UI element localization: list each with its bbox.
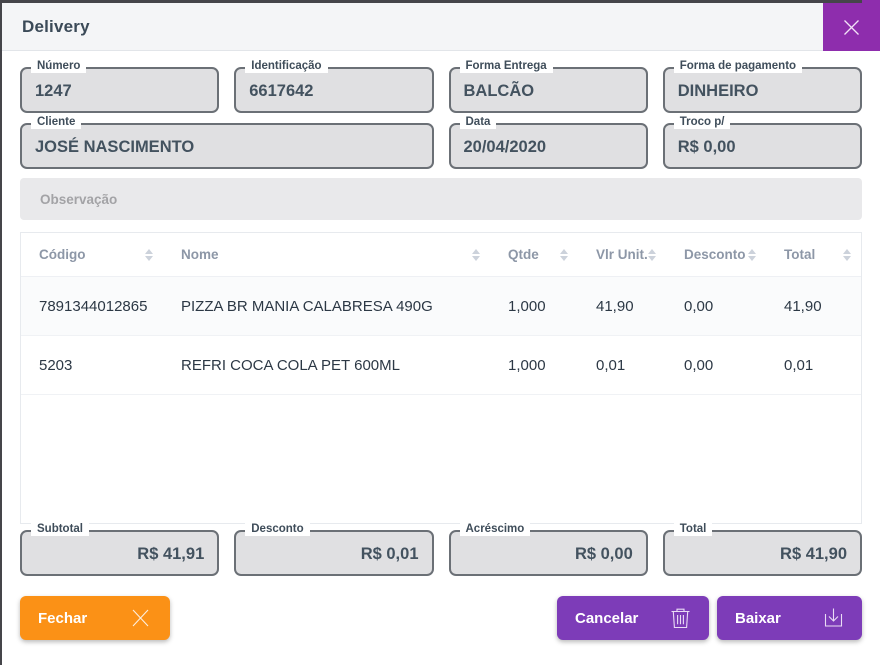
data-value: 20/04/2020 — [463, 137, 547, 156]
table-row[interactable]: 5203 REFRI COCA COLA PET 600ML 1,000 0,0… — [21, 336, 861, 395]
totals-row: Subtotal R$ 41,91 Desconto R$ 0,01 Acrés… — [20, 523, 862, 576]
numero-value: 1247 — [35, 81, 72, 100]
forma-entrega-field[interactable]: Forma Entrega BALCÃO — [448, 60, 648, 113]
sort-icon — [145, 248, 153, 261]
cell-qtde: 1,000 — [508, 356, 546, 374]
subtotal-field: Subtotal R$ 41,91 — [20, 523, 220, 576]
cell-codigo: 5203 — [39, 356, 73, 374]
data-field[interactable]: Data 20/04/2020 — [448, 116, 648, 169]
cell-vlr-unit: 0,01 — [596, 356, 626, 374]
acrescimo-value: R$ 0,00 — [574, 544, 633, 563]
cancelar-button-label: Cancelar — [575, 609, 639, 627]
delivery-modal: Delivery Número 1247 Identificação 66176… — [2, 3, 880, 665]
subtotal-label: Subtotal — [31, 523, 89, 536]
total-field: Total R$ 41,90 — [662, 523, 862, 576]
identificacao-field[interactable]: Identificação 6617642 — [234, 60, 434, 113]
table-row[interactable]: 7891344012865 PIZZA BR MANIA CALABRESA 4… — [21, 277, 861, 336]
sort-icon — [560, 248, 568, 261]
observacao-input[interactable] — [20, 178, 862, 220]
cell-nome: REFRI COCA COLA PET 600ML — [181, 356, 400, 374]
troco-label: Troco p/ — [673, 116, 731, 129]
column-header-desconto[interactable]: Desconto — [666, 233, 766, 276]
cell-total: 41,90 — [784, 297, 822, 315]
modal-header: Delivery — [2, 3, 880, 51]
troco-value: R$ 0,00 — [677, 137, 736, 156]
acrescimo-field: Acréscimo R$ 0,00 — [448, 523, 648, 576]
trash-icon — [667, 605, 694, 632]
column-header-total[interactable]: Total — [766, 233, 861, 276]
total-value: R$ 41,90 — [780, 544, 847, 563]
close-x-icon — [125, 603, 155, 633]
cell-desconto: 0,00 — [684, 297, 714, 315]
fechar-button[interactable]: Fechar — [20, 596, 170, 640]
forma-pagamento-field[interactable]: Forma de pagamento DINHEIRO — [662, 60, 862, 113]
items-table: Código Nome Qtde Vlr Unit. Desconto — [20, 232, 862, 524]
cliente-label: Cliente — [31, 116, 82, 129]
sort-icon — [472, 248, 480, 261]
desconto-field: Desconto R$ 0,01 — [234, 523, 434, 576]
cell-vlr-unit: 41,90 — [596, 297, 634, 315]
column-header-codigo[interactable]: Código — [21, 233, 163, 276]
download-icon — [820, 605, 847, 632]
column-header-vlr-unit[interactable]: Vlr Unit. — [578, 233, 666, 276]
sort-icon — [843, 248, 851, 261]
forma-entrega-value: BALCÃO — [463, 81, 535, 100]
baixar-button-label: Baixar — [735, 609, 781, 627]
cell-nome: PIZZA BR MANIA CALABRESA 490G — [181, 297, 433, 315]
acrescimo-label: Acréscimo — [459, 523, 531, 536]
page-title: Delivery — [22, 16, 90, 36]
cell-total: 0,01 — [784, 356, 814, 374]
identificacao-label: Identificação — [245, 60, 328, 73]
data-label: Data — [459, 116, 497, 129]
cell-codigo: 7891344012865 — [39, 297, 148, 315]
close-icon — [839, 15, 864, 40]
baixar-button[interactable]: Baixar — [717, 596, 862, 640]
total-label: Total — [673, 523, 713, 536]
identificacao-value: 6617642 — [249, 81, 314, 100]
troco-field[interactable]: Troco p/ R$ 0,00 — [662, 116, 862, 169]
button-bar: Fechar Cancelar Baixar — [20, 596, 862, 640]
cancelar-button[interactable]: Cancelar — [557, 596, 709, 640]
desconto-label: Desconto — [245, 523, 310, 536]
cliente-field[interactable]: Cliente JOSÉ NASCIMENTO — [20, 116, 434, 169]
subtotal-value: R$ 41,91 — [137, 544, 205, 563]
column-header-nome[interactable]: Nome — [163, 233, 490, 276]
numero-field[interactable]: Número 1247 — [20, 60, 220, 113]
cell-desconto: 0,00 — [684, 356, 714, 374]
column-header-qtde[interactable]: Qtde — [490, 233, 578, 276]
background-accent — [862, 0, 880, 4]
desconto-value: R$ 0,01 — [360, 544, 419, 563]
forma-pagamento-label: Forma de pagamento — [673, 60, 803, 73]
numero-label: Número — [31, 60, 87, 73]
fields-row-2: Cliente JOSÉ NASCIMENTO Data 20/04/2020 … — [20, 116, 862, 169]
cell-qtde: 1,000 — [508, 297, 546, 315]
fechar-button-label: Fechar — [38, 609, 88, 627]
fields-row-1: Número 1247 Identificação 6617642 Forma … — [20, 60, 862, 113]
sort-icon — [748, 248, 756, 261]
close-button[interactable] — [823, 3, 880, 51]
sort-icon — [648, 248, 656, 261]
table-header-row: Código Nome Qtde Vlr Unit. Desconto — [21, 233, 861, 277]
cliente-value: JOSÉ NASCIMENTO — [35, 137, 195, 156]
forma-entrega-label: Forma Entrega — [459, 60, 553, 73]
forma-pagamento-value: DINHEIRO — [677, 81, 759, 100]
